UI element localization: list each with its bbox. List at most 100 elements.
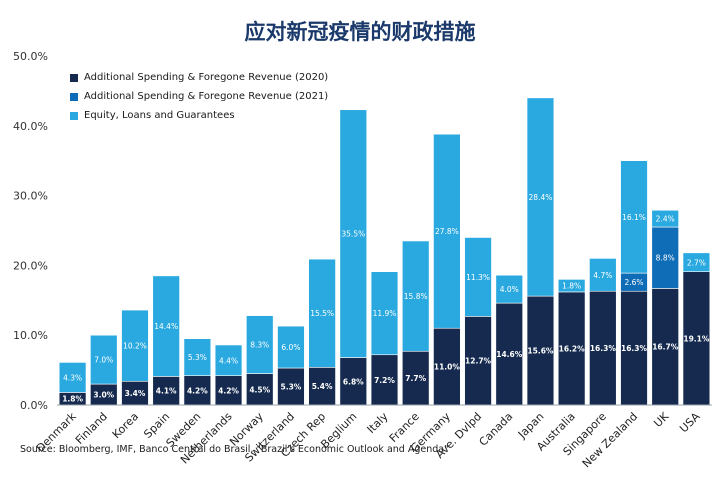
data-label: 6.8% [343,377,364,386]
bar-segment [277,325,305,369]
x-tick-label: Finland [73,410,110,447]
bar-segment [589,258,617,292]
bar-segment [339,109,368,358]
data-label: 12.7% [465,357,492,366]
bar-segment [620,290,648,406]
bar-segment [183,338,212,376]
data-label: 5.3% [188,353,207,362]
data-label: 27.8% [435,227,459,236]
data-label: 8.8% [656,254,675,263]
data-label: 1.8% [562,282,581,291]
x-tick-label: UK [651,409,672,430]
data-label: 16.2% [559,344,586,353]
data-label: 4.7% [593,271,612,280]
data-label: 4.2% [218,386,239,395]
bar-segment [495,274,523,304]
bar-segment [464,237,492,317]
data-label: 4.2% [187,386,208,395]
data-label: 11.0% [434,363,461,372]
data-label: 6.0% [281,343,300,352]
data-label: 3.0% [93,391,114,400]
x-tick-label: Italy [365,410,391,436]
bar-segment [682,271,711,406]
bar-segment [246,373,274,406]
bar-segment [152,275,180,377]
chart-title: 应对新冠疫情的财政措施 [244,20,476,44]
data-label: 15.8% [404,292,428,301]
bar-segment [58,362,87,393]
data-label: 11.3% [466,273,490,282]
x-tick-label: Korea [110,410,141,441]
data-label: 16.3% [590,344,617,353]
data-label: 3.4% [125,389,146,398]
y-tick-label: 30.0% [13,190,48,203]
x-tick-label: Canada [477,410,516,449]
data-label: 16.1% [622,213,646,222]
data-label: 4.3% [63,373,82,382]
bar-segment [557,291,586,406]
bar-segment [277,367,305,406]
bar-segment [620,160,648,274]
bar-segment [557,279,586,293]
data-label: 16.7% [652,343,679,352]
legend-swatch [70,92,78,101]
legend-swatch [70,111,78,120]
data-label: 15.5% [310,309,334,318]
data-label: 7.0% [94,356,113,365]
data-label: 7.7% [405,374,426,383]
bar-segment [308,258,336,368]
bar-segment [651,209,679,228]
bar-segment [433,133,461,329]
data-label: 2.4% [656,215,675,224]
bar-segment [121,309,149,382]
data-label: 4.5% [249,385,270,394]
data-label: 14.4% [154,322,178,331]
chart-legend: Additional Spending & Foregone Revenue (… [70,68,328,125]
legend-label: Additional Spending & Foregone Revenue (… [84,91,329,102]
legend-item: Equity, Loans and Guarantees [70,106,328,125]
bar-segment [589,290,617,406]
bar-segment [651,288,679,406]
bar-segment [370,271,399,356]
x-tick-label: New Zealand [580,410,640,470]
legend-swatch [70,73,78,82]
legend-label: Additional Spending & Foregone Revenue (… [84,72,329,83]
bar-segment [401,240,430,352]
legend-label: Equity, Loans and Guarantees [84,110,235,121]
data-label: 2.6% [624,278,643,287]
data-label: 16.3% [621,344,648,353]
y-tick-label: 20.0% [13,259,48,272]
bar-segment [339,357,368,406]
data-label: 2.7% [687,258,706,267]
x-tick-label: USA [677,410,703,436]
bar-segment [682,252,711,272]
data-label: 5.3% [281,383,302,392]
bar-segment [526,295,555,406]
data-label: 35.5% [341,230,365,239]
y-tick-label: 0.0% [20,399,48,412]
bar-segment [152,376,180,406]
data-label: 11.9% [373,309,397,318]
y-tick-label: 40.0% [13,120,48,133]
bar-segment [370,354,399,406]
y-tick-label: 10.0% [13,329,48,342]
data-label: 28.4% [529,193,553,202]
y-tick-label: 50.0% [13,50,48,63]
bar-segment [526,97,555,297]
data-label: 7.2% [374,376,395,385]
data-label: 5.4% [312,382,333,391]
data-label: 10.2% [123,342,147,351]
source-note: Source: Bloomberg, IMF, Banco Central do… [20,444,449,455]
bar-segment [214,344,243,376]
data-label: 4.1% [156,387,177,396]
data-label: 4.0% [500,285,519,294]
legend-item: Additional Spending & Foregone Revenue (… [70,68,328,87]
bar-segment [246,315,274,374]
data-label: 14.6% [496,350,523,359]
data-label: 15.6% [527,347,554,356]
legend-item: Additional Spending & Foregone Revenue (… [70,87,328,106]
data-label: 1.8% [62,395,83,404]
data-label: 8.3% [250,341,269,350]
data-label: 19.1% [683,334,710,343]
